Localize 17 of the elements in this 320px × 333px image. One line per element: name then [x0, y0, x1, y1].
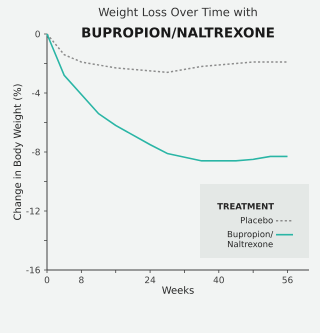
- x-tick-label: 8: [79, 276, 84, 284]
- legend-label: Placebo: [240, 216, 273, 224]
- x-tick-label: 24: [145, 276, 156, 284]
- x-tick-label: 40: [214, 276, 224, 284]
- y-tick-label: -8: [32, 148, 40, 156]
- x-tick-label: 0: [44, 276, 50, 284]
- chart-subtitle: BUPROPION/NALTREXONE: [82, 27, 274, 39]
- y-tick-label: 0: [35, 30, 40, 38]
- x-tick-label: 56: [282, 276, 293, 284]
- y-tick-label: -4: [32, 90, 40, 96]
- y-tick-label: -12: [26, 208, 40, 214]
- chart-title: Weight Loss Over Time with: [98, 7, 257, 19]
- x-axis-title: Weeks: [162, 286, 194, 294]
- legend-title: TREATMENT: [217, 203, 274, 210]
- y-tick-label: -16: [26, 266, 40, 274]
- legend-label: Bupropion/ Naltrexone: [228, 230, 274, 248]
- y-axis-title: Change in Body Weight (%): [13, 84, 23, 220]
